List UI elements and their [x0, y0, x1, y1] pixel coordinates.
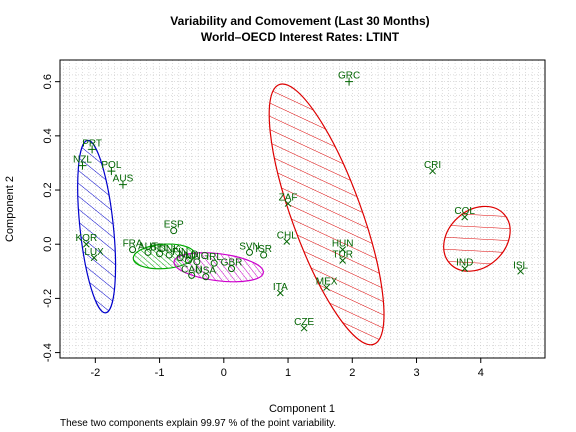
point-marker [90, 254, 98, 262]
point-marker [323, 284, 330, 291]
point-marker [276, 289, 284, 297]
point-label: ITA [273, 282, 288, 293]
point-label: CHL [277, 231, 297, 242]
point-marker [170, 227, 178, 235]
point-label: GBR [221, 258, 243, 269]
chart-subtitle: World–OECD Interest Rates: LTINT [201, 30, 400, 44]
y-tick-label: 0.6 [42, 74, 54, 89]
point-label: CAN [181, 264, 202, 275]
point-label: SVN [239, 241, 260, 252]
point-marker [210, 259, 218, 267]
point-marker [156, 250, 164, 258]
point-marker [345, 77, 354, 86]
point-label: IND [456, 258, 473, 269]
point-label: GRC [338, 71, 360, 82]
point-marker [144, 248, 152, 256]
point-marker [339, 257, 347, 264]
x-tick-label: 2 [349, 367, 355, 379]
point-label: ISR [255, 244, 272, 255]
point-marker [517, 267, 524, 275]
plot-frame [59, 59, 546, 359]
point-marker [165, 251, 173, 259]
point-label: CRI [424, 160, 441, 171]
point-label: HUN [332, 239, 354, 250]
cluster-ellipse [443, 205, 511, 272]
point-label: PRT [82, 138, 102, 149]
x-tick-label: -1 [155, 367, 165, 379]
point-marker [339, 246, 347, 253]
point-marker [129, 246, 137, 254]
point-marker [107, 167, 116, 176]
y-axis-label: Component 2 [4, 176, 16, 242]
point-label: FRA [123, 239, 143, 250]
point-label: BEL [150, 243, 169, 254]
point-marker [260, 251, 268, 259]
point-label: NZL [73, 155, 92, 166]
point-label: ZAF [279, 193, 298, 204]
x-tick-label: 1 [285, 367, 291, 379]
point-label: COL [454, 206, 475, 217]
point-label: AUT [138, 241, 158, 252]
point-label: USA [196, 266, 217, 277]
point-marker [228, 265, 236, 273]
point-marker [283, 238, 291, 245]
x-tick-label: 4 [478, 367, 484, 379]
point-marker [184, 256, 192, 264]
point-label: POL [101, 160, 121, 171]
chart-title: Variability and Comovement (Last 30 Mont… [170, 14, 429, 28]
cluster-ellipses [77, 83, 511, 346]
point-marker [202, 273, 210, 281]
point-marker [88, 145, 97, 154]
point-marker [82, 240, 90, 248]
point-label: FIN [172, 247, 188, 258]
point-label: ISL [513, 260, 528, 271]
cluster-ellipse [268, 83, 385, 346]
y-tick-label: 0.0 [42, 237, 54, 252]
point-marker [300, 324, 308, 332]
point-marker [118, 180, 127, 189]
point-label: IRL [206, 252, 222, 263]
point-marker [78, 161, 87, 170]
point-marker [176, 254, 184, 262]
y-tick-label: 0.2 [42, 182, 54, 197]
point-marker [188, 271, 196, 279]
point-label: MEX [316, 277, 338, 288]
point-label: ESP [164, 220, 184, 231]
point-label: NLD [178, 249, 198, 260]
x-tick-label: 3 [413, 367, 419, 379]
y-tick-label: -0.2 [42, 289, 54, 308]
axes: -2 -1 0 1 2 3 4 -0.4 -0.2 0.0 0.2 0.4 0.6 [42, 74, 484, 379]
point-label: LUX [84, 247, 104, 258]
point-marker [246, 248, 254, 256]
cluster-ellipse [77, 139, 117, 314]
cluster-ellipse [173, 252, 264, 283]
y-tick-label: -0.4 [42, 343, 54, 362]
point-marker [461, 265, 469, 272]
x-tick-label: -2 [90, 367, 100, 379]
point-label: MNG [185, 251, 209, 262]
point-marker [429, 167, 436, 175]
point-marker [284, 200, 292, 207]
point-label: TUR [332, 249, 353, 260]
x-axis-label: Component 1 [269, 403, 335, 415]
point-marker [461, 213, 469, 221]
point-marker [193, 258, 201, 266]
footnote: These two components explain 99.97 % of … [60, 418, 336, 429]
point-label: DNK [159, 244, 180, 255]
y-tick-label: 0.4 [42, 128, 54, 143]
point-label: KOR [76, 233, 98, 244]
point-label: CZE [294, 317, 314, 328]
point-label: AUS [113, 174, 134, 185]
x-tick-label: 0 [221, 367, 227, 379]
